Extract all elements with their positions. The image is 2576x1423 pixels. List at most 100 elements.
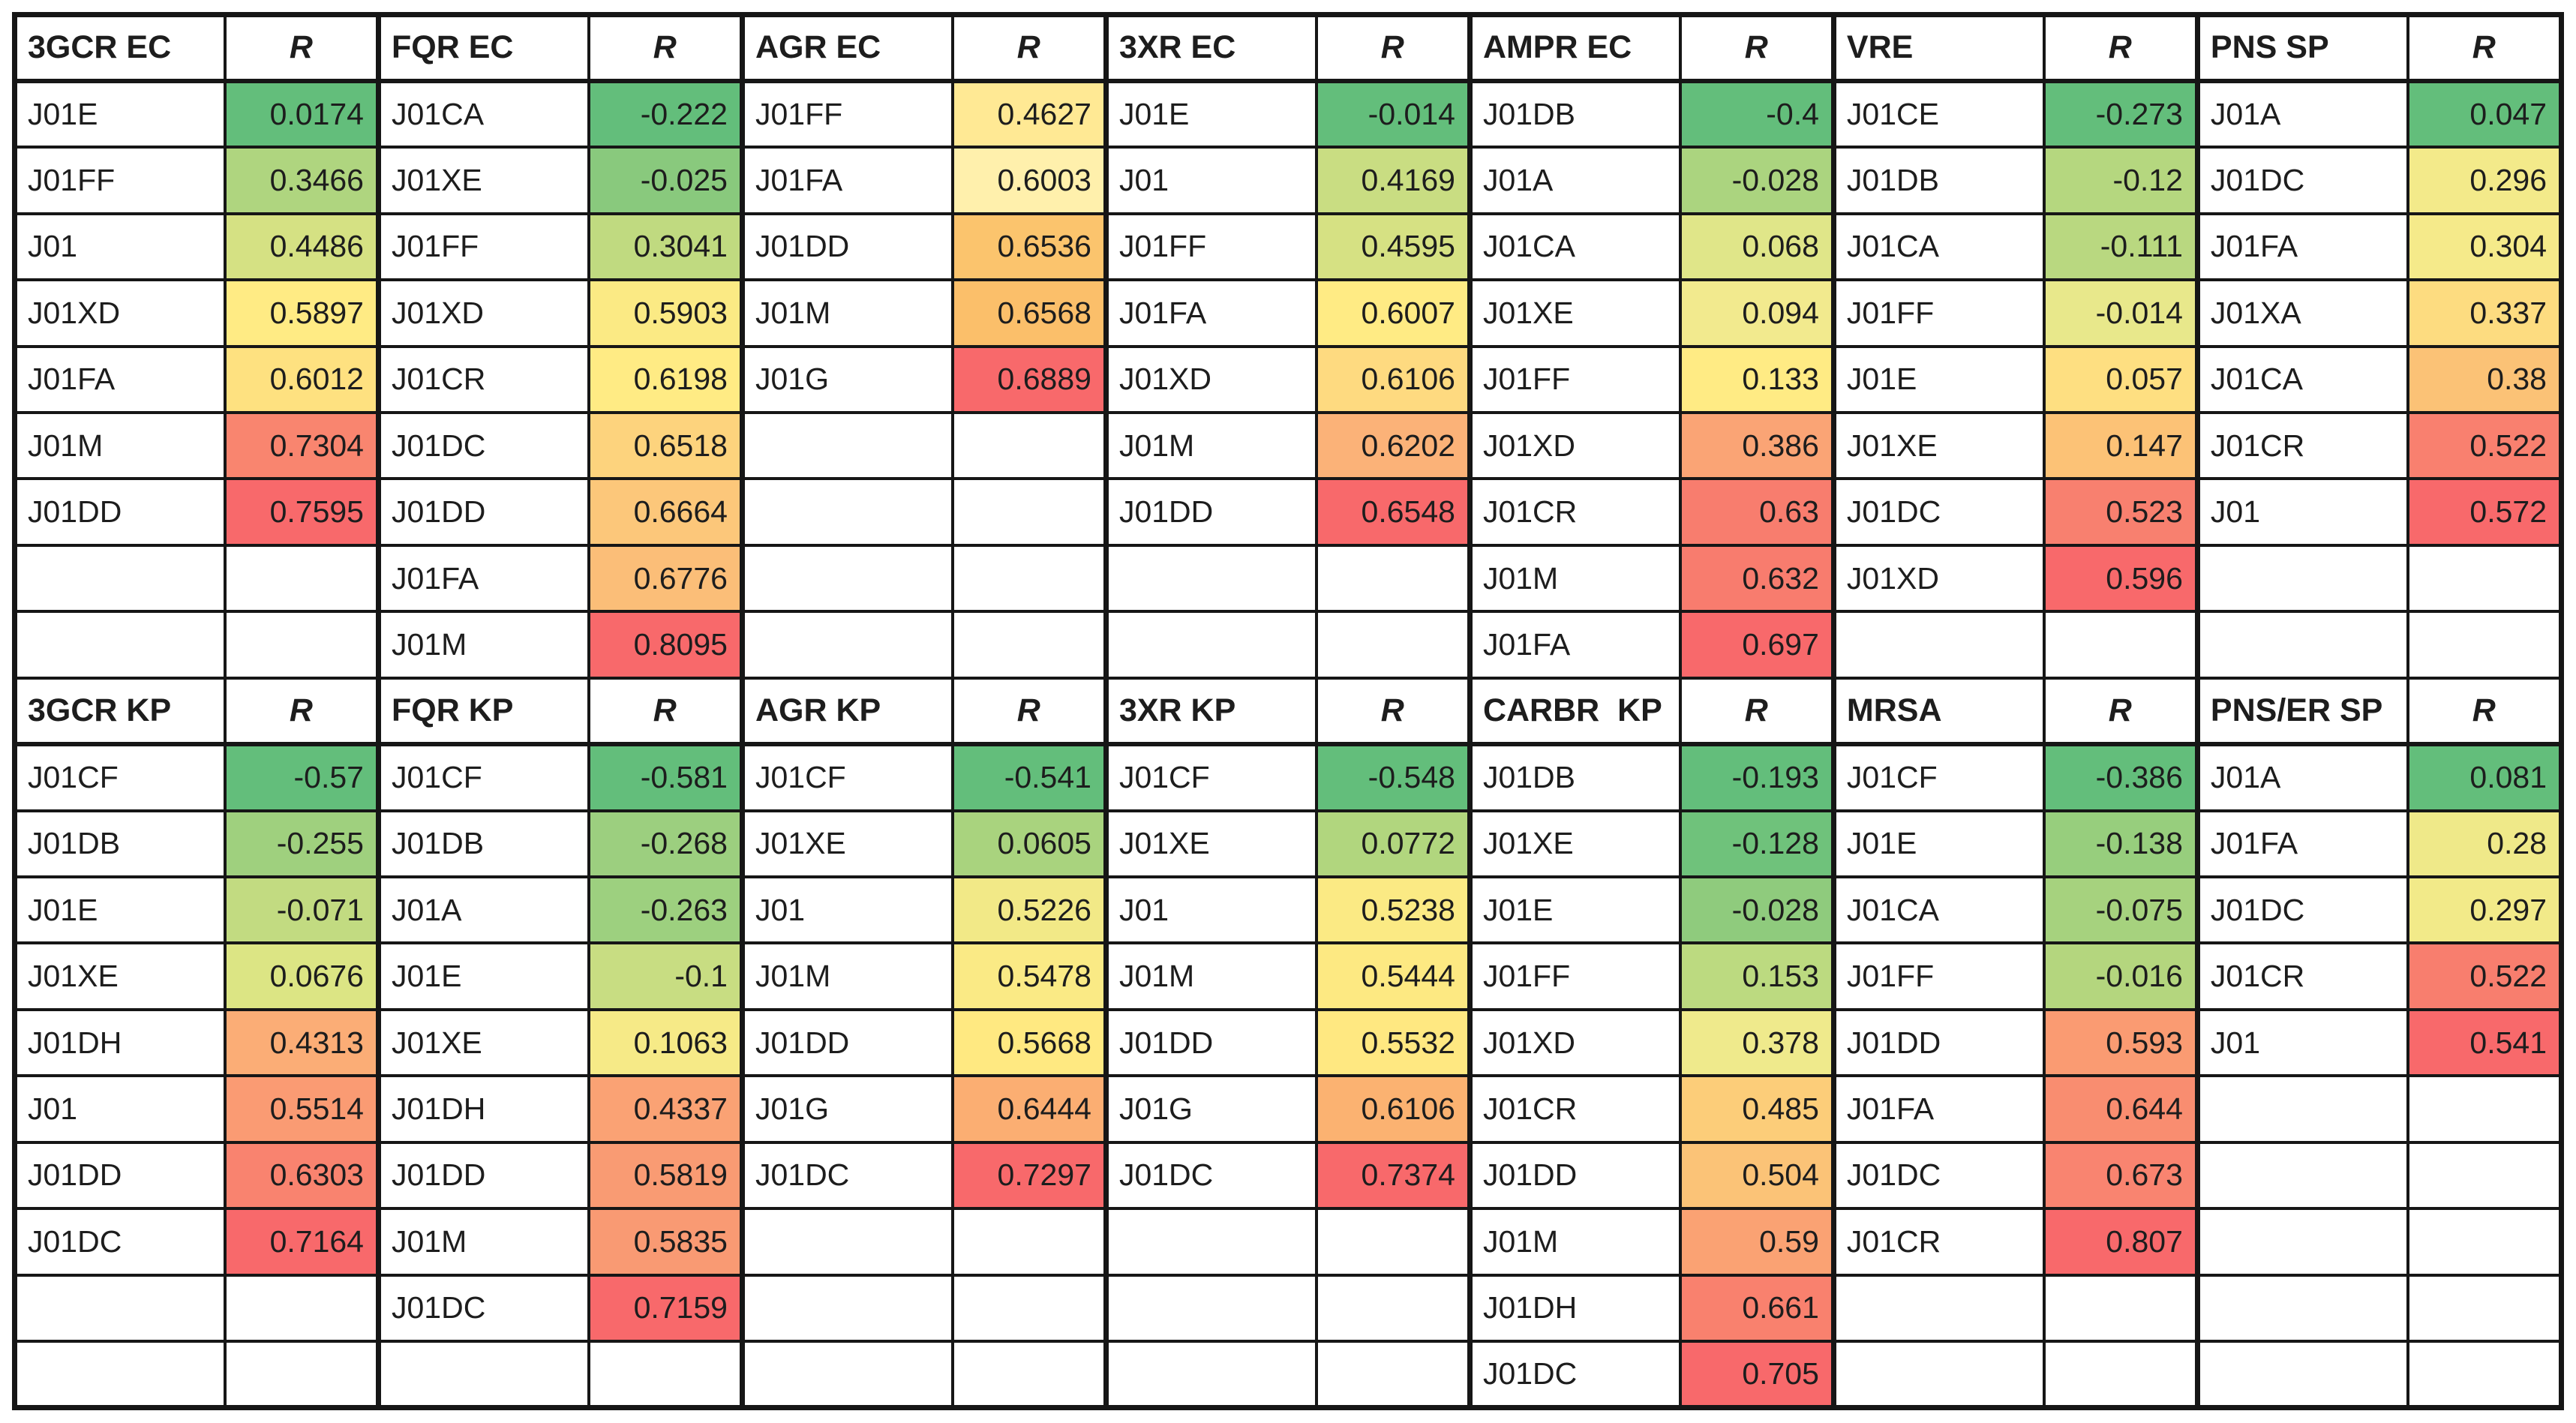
r-value-cell: 0.63 [1678, 477, 1836, 547]
r-value-cell: 0.068 [1678, 212, 1836, 282]
r-header-cell: R [223, 13, 380, 83]
drug-code-cell: J01XD [1467, 411, 1682, 481]
r-value-cell: 0.337 [2406, 278, 2563, 348]
r-value-cell: -0.273 [2042, 79, 2199, 149]
drug-code-cell: J01E [1467, 875, 1682, 945]
empty-value-cell [2406, 543, 2563, 614]
r-value-cell: 0.386 [1678, 411, 1836, 481]
category-header-cell: MRSA [1830, 676, 2046, 747]
empty-code-cell [1830, 610, 2046, 680]
category-header-cell: 3XR KP [1103, 676, 1318, 747]
r-value-cell: 0.541 [2406, 1007, 2563, 1078]
r-value-cell: 0.5238 [1314, 875, 1472, 945]
drug-code-cell: J01FA [2194, 809, 2409, 878]
r-value-cell: 0.133 [1678, 344, 1836, 415]
empty-value-cell [223, 1273, 380, 1343]
drug-code-cell: J01M [1467, 1207, 1682, 1277]
r-value-cell: -0.4 [1678, 79, 1836, 149]
r-value-cell: 0.807 [2042, 1207, 2199, 1277]
empty-code-cell [739, 1207, 954, 1277]
category-header-cell: CARBR KP [1467, 676, 1682, 747]
drug-code-cell: J01DD [13, 1140, 227, 1211]
drug-code-cell: J01CF [13, 743, 227, 812]
empty-value-cell [950, 610, 1108, 680]
r-value-cell: 0.6106 [1314, 344, 1472, 415]
r-value-cell: -0.1 [587, 941, 744, 1011]
table-row: J01E 0.0174 J01CA -0.222 J01FF 0.4627 J01E -0.0… [13, 79, 2563, 149]
r-header-cell: R [1678, 13, 1836, 83]
drug-code-cell: J01 [2194, 477, 2409, 547]
empty-value-cell [1314, 1207, 1472, 1277]
r-value-cell: -0.071 [223, 875, 380, 945]
drug-code-cell: J01 [13, 1074, 227, 1144]
r-value-cell: 0.6198 [587, 344, 744, 415]
drug-code-cell: J01DC [13, 1207, 227, 1277]
drug-code-cell: J01DC [2194, 875, 2409, 945]
empty-code-cell [13, 610, 227, 680]
empty-code-cell [739, 1339, 954, 1409]
r-value-cell: 0.6106 [1314, 1074, 1472, 1144]
drug-code-cell: J01FF [375, 212, 590, 282]
drug-code-cell: J01G [1103, 1074, 1318, 1144]
drug-code-cell: J01DC [1830, 477, 2046, 547]
drug-code-cell: J01 [13, 212, 227, 282]
r-value-cell: 0.705 [1678, 1339, 1836, 1409]
drug-code-cell: J01XE [13, 941, 227, 1011]
r-value-cell: 0.4337 [587, 1074, 744, 1144]
table-row: J01DC 0.7164 J01M 0.5835 J01M 0.59 J01CR 0.807 [13, 1207, 2563, 1277]
empty-code-cell [1103, 1273, 1318, 1343]
r-value-cell: 0.6664 [587, 477, 744, 547]
drug-code-cell: J01DB [1467, 743, 1682, 812]
drug-code-cell: J01M [13, 411, 227, 481]
empty-code-cell [1103, 1207, 1318, 1277]
r-value-cell: -0.57 [223, 743, 380, 812]
r-header-cell: R [2042, 676, 2199, 747]
empty-code-cell [739, 610, 954, 680]
drug-code-cell: J01CR [375, 344, 590, 415]
table-row: J01DD 0.6303 J01DD 0.5819 J01DC 0.7297 J01DC 0.… [13, 1140, 2563, 1211]
r-value-cell: 0.4627 [950, 79, 1108, 149]
r-value-cell: 0.6003 [950, 146, 1108, 215]
r-value-cell: -0.075 [2042, 875, 2199, 945]
r-value-cell: 0.504 [1678, 1140, 1836, 1211]
drug-code-cell: J01DD [1830, 1007, 2046, 1078]
r-value-cell: 0.6007 [1314, 278, 1472, 348]
empty-value-cell [223, 543, 380, 614]
empty-code-cell [2194, 610, 2409, 680]
drug-code-cell: J01E [13, 79, 227, 149]
drug-code-cell: J01FA [375, 543, 590, 614]
drug-code-cell: J01FA [1467, 610, 1682, 680]
r-value-cell: 0.094 [1678, 278, 1836, 348]
r-value-cell: -0.016 [2042, 941, 2199, 1011]
empty-code-cell [375, 1339, 590, 1409]
r-header-cell: R [2406, 676, 2563, 747]
table-row: J01FF 0.3466 J01XE -0.025 J01FA 0.6003 J01 0.41… [13, 146, 2563, 215]
r-value-cell: 0.6776 [587, 543, 744, 614]
drug-code-cell: J01CR [1830, 1207, 2046, 1277]
correlation-heatmap-table-wrap: 3GCR EC R FQR EC R AGR EC R 3XR EC R AMPR EC R VRE… [12, 12, 2564, 1410]
drug-code-cell: J01DB [1467, 79, 1682, 149]
correlation-table-body: 3GCR EC R FQR EC R AGR EC R 3XR EC R AMPR EC R VRE… [13, 13, 2563, 1409]
drug-code-cell: J01CR [2194, 411, 2409, 481]
drug-code-cell: J01FF [1467, 941, 1682, 1011]
drug-code-cell: J01A [375, 875, 590, 945]
empty-code-cell [739, 1273, 954, 1343]
category-header-cell: FQR EC [375, 13, 590, 83]
drug-code-cell: J01M [739, 278, 954, 348]
r-value-cell: -0.12 [2042, 146, 2199, 215]
table-row: J01CF -0.57 J01CF -0.581 J01CF -0.541 J01CF -0.… [13, 743, 2563, 812]
category-header-cell: VRE [1830, 13, 2046, 83]
r-value-cell: 0.596 [2042, 543, 2199, 614]
drug-code-cell: J01M [375, 610, 590, 680]
r-value-cell: 0.5478 [950, 941, 1108, 1011]
empty-value-cell [2406, 1074, 2563, 1144]
r-value-cell: -0.111 [2042, 212, 2199, 282]
r-value-cell: -0.268 [587, 809, 744, 878]
r-value-cell: -0.548 [1314, 743, 1472, 812]
table-row: J01FA 0.6776 J01M 0.632 J01XD 0.596 [13, 543, 2563, 614]
empty-value-cell [950, 543, 1108, 614]
empty-code-cell [1830, 1339, 2046, 1409]
empty-code-cell [2194, 1074, 2409, 1144]
r-value-cell: -0.222 [587, 79, 744, 149]
r-value-cell: -0.128 [1678, 809, 1836, 878]
